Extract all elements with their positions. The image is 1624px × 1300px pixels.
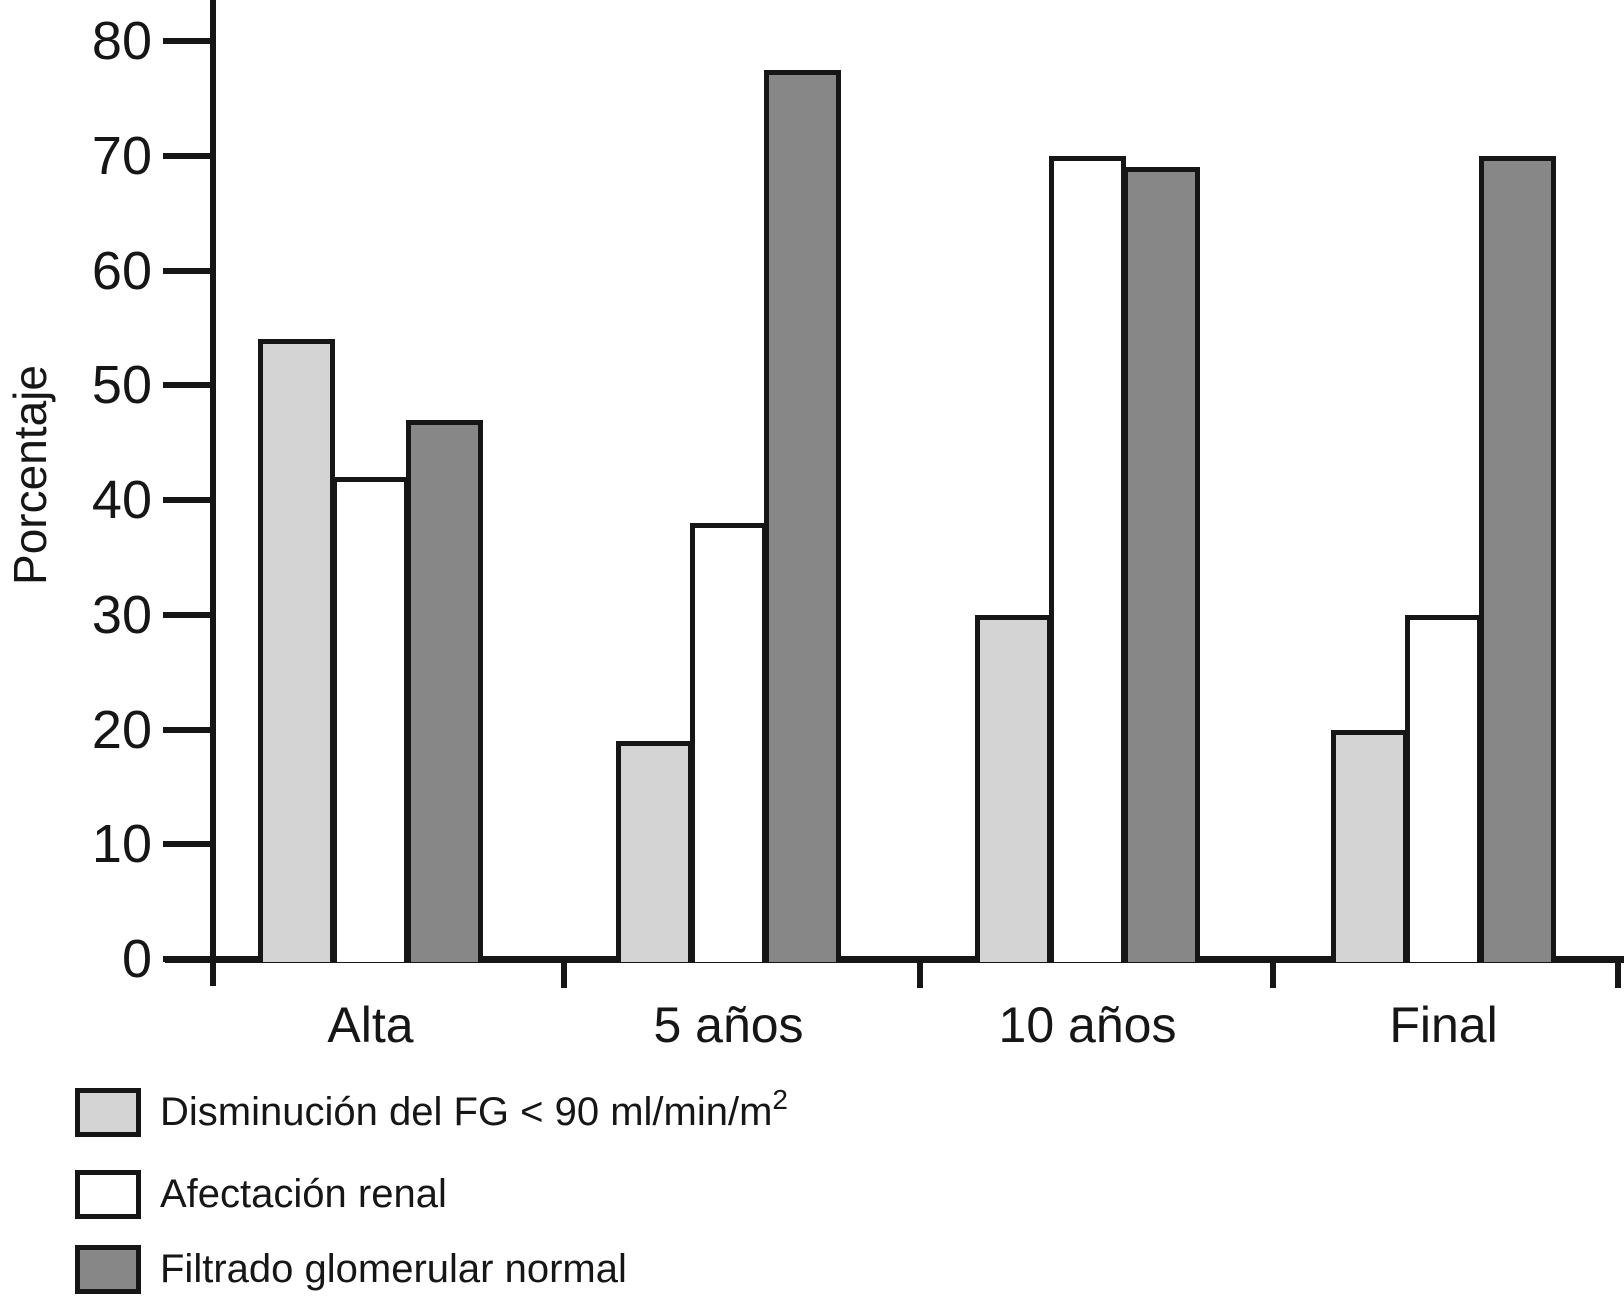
bar-5-años-series-1	[616, 741, 693, 962]
y-tick-label-20: 20	[91, 700, 152, 760]
y-tick-label-40: 40	[91, 470, 152, 530]
legend-swatch-2	[75, 1170, 141, 1219]
bar-10-años-series-1	[975, 615, 1052, 962]
y-tick-60	[163, 268, 215, 274]
y-tick-label-10: 10	[91, 814, 152, 874]
x-category-label-3: 10 años	[998, 997, 1177, 1053]
legend-swatch-1	[75, 1088, 141, 1137]
x-tick-1	[917, 959, 923, 988]
y-tick-20	[163, 727, 215, 733]
bar-Final-series-2	[1405, 615, 1482, 962]
bar-5-años-series-3	[764, 70, 841, 962]
y-tick-70	[163, 153, 215, 159]
legend-superscript-1: 2	[772, 1084, 788, 1115]
legend-swatch-3	[75, 1245, 141, 1294]
bar-Alta-series-1	[258, 339, 335, 962]
bar-10-años-series-3	[1123, 167, 1200, 962]
y-tick-label-50: 50	[91, 355, 152, 415]
y-tick-label-0: 0	[121, 929, 152, 989]
legend-item-3: Filtrado glomerular normal	[75, 1245, 975, 1294]
y-tick-40	[163, 497, 215, 503]
y-tick-0	[163, 956, 215, 962]
x-axis-line	[165, 956, 1624, 963]
bar-5-años-series-2	[690, 523, 767, 962]
x-category-label-1: Alta	[327, 997, 414, 1053]
y-tick-label-30: 30	[91, 585, 152, 645]
y-tick-label-70: 70	[91, 126, 152, 186]
y-tick-label-80: 80	[91, 11, 152, 71]
legend-item-1: Disminución del FG < 90 ml/min/m2	[75, 1084, 975, 1137]
x-tick-3	[1615, 959, 1621, 988]
y-axis-line	[210, 0, 216, 986]
legend-item-2: Afectación renal	[75, 1170, 975, 1219]
y-tick-50	[163, 382, 215, 388]
legend-label-2: Afectación renal	[160, 1172, 447, 1216]
y-tick-30	[163, 612, 215, 618]
legend-label-1: Disminución del FG < 90 ml/min/m2	[160, 1084, 788, 1134]
bar-10-años-series-2	[1049, 156, 1126, 962]
bar-Final-series-3	[1479, 156, 1556, 962]
y-tick-10	[163, 841, 215, 847]
x-tick-0	[561, 959, 567, 988]
bar-Alta-series-2	[332, 477, 409, 962]
bar-Alta-series-3	[406, 420, 483, 962]
x-category-label-2: 5 años	[653, 997, 804, 1053]
bar-Final-series-1	[1331, 730, 1408, 962]
y-tick-80	[163, 38, 215, 44]
x-category-label-4: Final	[1389, 997, 1498, 1053]
y-tick-label-60: 60	[91, 241, 152, 301]
legend-label-3: Filtrado glomerular normal	[160, 1247, 627, 1291]
x-tick-2	[1270, 959, 1276, 988]
